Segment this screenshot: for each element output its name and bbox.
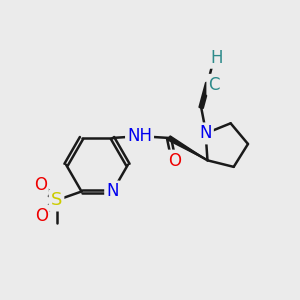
Text: C: C bbox=[208, 76, 220, 94]
Text: O: O bbox=[34, 176, 47, 194]
Text: O: O bbox=[35, 207, 48, 225]
Text: S: S bbox=[51, 191, 62, 209]
Text: NH: NH bbox=[127, 128, 152, 146]
Text: N: N bbox=[200, 124, 212, 142]
Text: O: O bbox=[168, 152, 182, 169]
Text: H: H bbox=[210, 49, 223, 67]
Polygon shape bbox=[168, 136, 208, 160]
Text: N: N bbox=[106, 182, 119, 200]
